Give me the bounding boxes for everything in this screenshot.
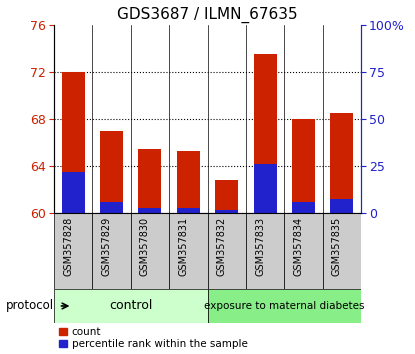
Text: GSM357835: GSM357835: [332, 217, 342, 276]
Bar: [292, 119, 315, 213]
Text: protocol: protocol: [6, 299, 54, 313]
Text: GSM357829: GSM357829: [102, 217, 112, 276]
Bar: [246, 213, 284, 289]
Bar: [254, 54, 276, 213]
Bar: [330, 113, 354, 213]
Bar: [54, 289, 208, 323]
Text: exposure to maternal diabetes: exposure to maternal diabetes: [204, 301, 364, 311]
Text: GSM357830: GSM357830: [140, 217, 150, 276]
Bar: [177, 151, 200, 213]
Legend: count, percentile rank within the sample: count, percentile rank within the sample: [59, 327, 247, 349]
Bar: [139, 207, 161, 213]
Text: GSM357832: GSM357832: [217, 217, 227, 276]
Bar: [100, 131, 123, 213]
Bar: [292, 202, 315, 213]
Text: GSM357833: GSM357833: [255, 217, 265, 276]
Bar: [131, 213, 169, 289]
Text: GSM357834: GSM357834: [293, 217, 303, 276]
Bar: [100, 202, 123, 213]
Bar: [169, 213, 208, 289]
Bar: [215, 181, 238, 213]
Bar: [93, 213, 131, 289]
Bar: [284, 213, 323, 289]
Text: control: control: [109, 299, 152, 313]
Bar: [62, 72, 85, 213]
Bar: [139, 149, 161, 213]
Bar: [208, 289, 361, 323]
Bar: [54, 213, 92, 289]
Bar: [330, 199, 354, 213]
Bar: [208, 213, 246, 289]
Bar: [254, 164, 276, 213]
Text: GSM357831: GSM357831: [178, 217, 188, 276]
Title: GDS3687 / ILMN_67635: GDS3687 / ILMN_67635: [117, 7, 298, 23]
Bar: [62, 172, 85, 213]
Bar: [215, 210, 238, 213]
Bar: [177, 207, 200, 213]
Text: GSM357828: GSM357828: [63, 217, 73, 276]
Bar: [323, 213, 361, 289]
